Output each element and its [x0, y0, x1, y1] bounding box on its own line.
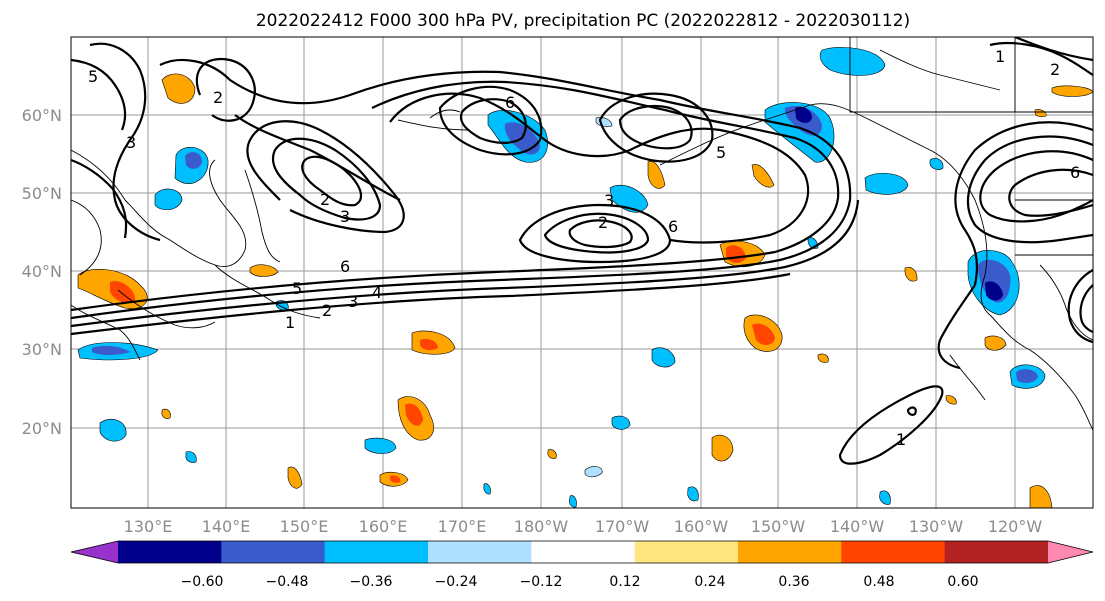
lon-tick-label: 130°W [909, 517, 964, 536]
contour-label: 3 [340, 207, 350, 226]
lat-tick-label: 50°N [22, 184, 62, 203]
contour-label: 5 [88, 67, 98, 86]
lat-tick-label: 30°N [22, 340, 62, 359]
contour-label: 2 [322, 301, 332, 320]
latitude-tick-labels: 60°N 50°N 40°N 30°N 20°N [22, 106, 62, 438]
colorbar-extend-low [71, 541, 118, 563]
map-frame [70, 36, 1094, 509]
colorbar-segment [738, 541, 842, 563]
colorbar-segment [118, 541, 222, 563]
lon-tick-label: 120°W [988, 517, 1043, 536]
contour-label: 1 [896, 430, 906, 449]
colorbar-segment [428, 541, 532, 563]
colorbar-outline [70, 540, 1094, 564]
contour-label: 3 [604, 191, 614, 210]
contour-label: 2 [213, 88, 223, 107]
colorbar-extend-high [1048, 541, 1093, 563]
lon-tick-label: 170°E [438, 517, 487, 536]
lon-tick-label: 140°E [202, 517, 251, 536]
colorbar-segment [634, 541, 739, 563]
contour-label: 5 [292, 279, 302, 298]
lon-tick-label: 170°W [595, 517, 650, 536]
colorbar-tick-label: −0.12 [520, 574, 563, 590]
longitude-tick-labels: 130°E 140°E 150°E 160°E 170°E 180°W 170°… [124, 517, 1043, 536]
colorbar-tick-label: −0.48 [266, 574, 309, 590]
colorbar-tick-labels: −0.60 −0.48 −0.36 −0.24 −0.12 0.12 0.24 … [181, 574, 979, 590]
colorbar: −0.60 −0.48 −0.36 −0.24 −0.12 0.12 0.24 … [70, 540, 1094, 590]
colorbar-tick-label: 0.12 [609, 574, 640, 590]
colorbar-segment [944, 541, 1049, 563]
map-panel: 1 2 3 4 5 2 3 6 6 2 3 6 5 1 2 3 6 1 2 5 [70, 36, 1094, 509]
contour-label: 3 [126, 133, 136, 152]
lon-tick-label: 160°E [359, 517, 408, 536]
lon-tick-label: 160°W [674, 517, 729, 536]
contour-label: 6 [668, 217, 678, 236]
contour-label: 2 [1050, 60, 1060, 79]
pv-contours [71, 37, 1093, 465]
contour-label: 5 [716, 143, 726, 162]
colorbar-tick-label: −0.24 [435, 574, 478, 590]
lon-tick-label: 150°E [280, 517, 329, 536]
colorbar-tick-label: −0.60 [181, 574, 224, 590]
colorbar-segments [70, 540, 1094, 564]
contour-label: 1 [285, 313, 295, 332]
lon-tick-label: 150°W [751, 517, 806, 536]
coastlines [71, 37, 1093, 431]
lon-tick-label: 140°W [830, 517, 885, 536]
lon-tick-label: 180°W [514, 517, 569, 536]
lon-tick-label: 130°E [124, 517, 173, 536]
contour-label: 2 [598, 213, 608, 232]
contour-label: 2 [320, 190, 330, 209]
contour-labels: 1 2 3 4 5 2 3 6 6 2 3 6 5 1 2 3 6 1 2 5 [88, 47, 1080, 449]
contour-label: 6 [1070, 163, 1080, 182]
contour-label: 6 [505, 93, 515, 112]
colorbar-tick-label: −0.36 [350, 574, 393, 590]
colorbar-segment [841, 541, 946, 563]
figure-title: 2022022412 F000 300 hPa PV, precipitatio… [256, 11, 910, 31]
colorbar-segment [531, 541, 636, 563]
lat-tick-label: 40°N [22, 262, 62, 281]
colorbar-segment [324, 541, 429, 563]
colorbar-tick-label: 0.60 [947, 574, 978, 590]
lat-tick-label: 20°N [22, 419, 62, 438]
lat-tick-label: 60°N [22, 106, 62, 125]
contour-label: 4 [372, 283, 382, 302]
colorbar-tick-label: 0.36 [778, 574, 809, 590]
colorbar-segment [221, 541, 326, 563]
contour-label: 3 [348, 292, 358, 311]
colorbar-tick-label: 0.24 [694, 574, 725, 590]
contour-label: 1 [995, 47, 1005, 66]
colorbar-tick-label: 0.48 [863, 574, 894, 590]
contour-label: 6 [340, 257, 350, 276]
